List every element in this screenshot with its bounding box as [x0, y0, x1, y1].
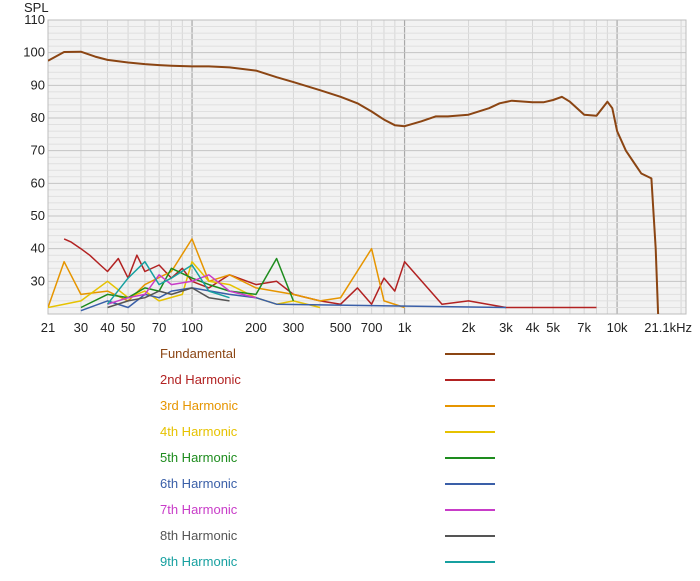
- x-tick-label: 3k: [499, 320, 513, 335]
- series-line-6th-harmonic: [80, 287, 507, 312]
- plot-frame: [47, 19, 687, 315]
- x-tick-label: 2k: [462, 320, 476, 335]
- x-tick-label: 7k: [577, 320, 591, 335]
- x-tick-label: 4k: [526, 320, 540, 335]
- x-tick-label: 21.1kHz: [644, 320, 692, 335]
- y-tick-label: 30: [31, 273, 45, 288]
- y-tick-label: 50: [31, 208, 45, 223]
- x-tick-label: 300: [283, 320, 305, 335]
- x-tick-label: 40: [100, 320, 114, 335]
- x-tick-label: 1k: [398, 320, 412, 335]
- series-line-8th-harmonic: [107, 287, 230, 309]
- y-tick-label: 70: [31, 143, 45, 158]
- x-tick-label: 30: [74, 320, 88, 335]
- x-tick-label: 700: [361, 320, 383, 335]
- series-line-7th-harmonic: [107, 274, 257, 305]
- x-tick-label: 5k: [546, 320, 560, 335]
- x-tick-label: 500: [330, 320, 352, 335]
- x-tick-label: 70: [152, 320, 166, 335]
- y-axis-label: SPL: [24, 0, 49, 15]
- x-tick-label: 200: [245, 320, 267, 335]
- x-tick-label: 100: [181, 320, 203, 335]
- y-tick-label: 80: [31, 110, 45, 125]
- series-line-5th-harmonic: [80, 257, 295, 309]
- y-tick-label: 60: [31, 175, 45, 190]
- series-line-2nd-harmonic: [63, 238, 597, 309]
- series-line-9th-harmonic: [106, 260, 230, 305]
- y-tick-label: 110: [24, 12, 45, 27]
- x-tick-label: 50: [121, 320, 135, 335]
- y-tick-label: 90: [31, 77, 45, 92]
- series-line-fundamental: [48, 50, 660, 314]
- plot-background: [48, 20, 686, 314]
- y-tick-label: 40: [31, 241, 45, 256]
- x-tick-label: 10k: [607, 320, 628, 335]
- y-tick-label: 100: [23, 45, 45, 60]
- x-tick-label: 21: [41, 320, 55, 335]
